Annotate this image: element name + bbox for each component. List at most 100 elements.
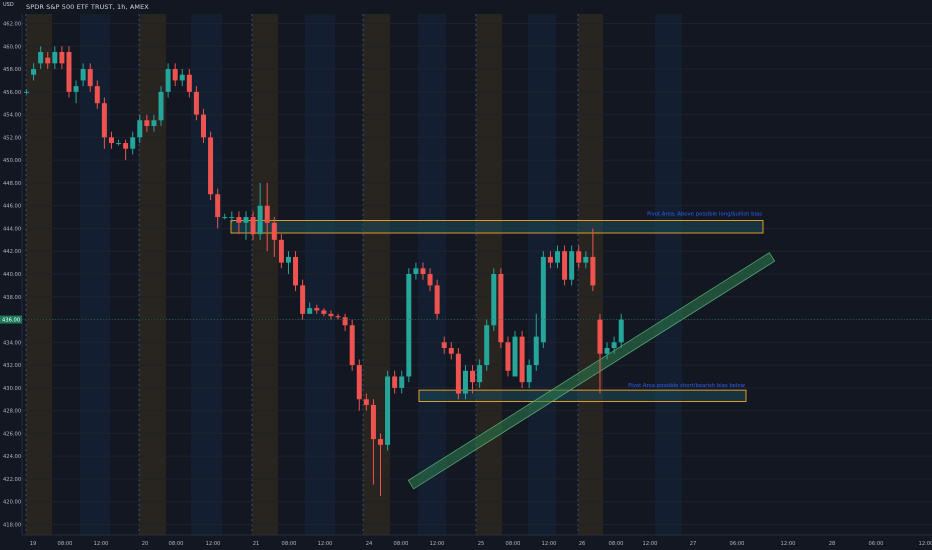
candle-body [526, 365, 532, 383]
y-tick-label: 426.00 [3, 431, 21, 437]
x-tick-label: 12:00 [781, 541, 796, 547]
price-badge-label: 436.00 [2, 318, 20, 324]
candle-body [73, 86, 79, 92]
pivot-zone [418, 389, 747, 402]
candle-body [604, 348, 610, 354]
price-axis[interactable]: 418.00 420.00 422.00 424.00 426.00 428.00 430.… [3, 14, 23, 535]
candle-body [441, 342, 447, 349]
candle-body [151, 120, 157, 126]
candle-body [378, 439, 383, 445]
candle-body [590, 256, 596, 286]
y-tick-label: 420.00 [3, 500, 21, 506]
y-tick-label: 458.00 [3, 67, 21, 73]
candle-body [491, 274, 497, 326]
candle-body [45, 57, 51, 64]
candle-body [611, 342, 617, 349]
price-badge [0, 315, 22, 324]
candle-body [193, 91, 199, 115]
candle-body [123, 143, 129, 149]
y-tick-label: 444.00 [3, 226, 21, 232]
x-tick-label: 27 [690, 541, 697, 547]
candle-body [66, 51, 72, 92]
candle-body [484, 325, 490, 366]
candle-body [229, 217, 235, 219]
candle-body [498, 274, 504, 343]
x-tick-label: 12:00 [643, 541, 658, 547]
candle-body [321, 310, 327, 314]
x-tick-label: 08:00 [58, 541, 73, 547]
candle-body [222, 217, 228, 219]
x-tick-label: 12:00 [318, 541, 333, 547]
candle-body [597, 319, 603, 354]
candle-body [314, 308, 320, 311]
candle-body [434, 285, 440, 314]
y-tick-label: 440.00 [3, 272, 21, 278]
candle-body [38, 51, 44, 64]
y-tick-label: 428.00 [3, 409, 21, 415]
candle-body [271, 222, 277, 240]
candle-body [335, 316, 341, 318]
candle-body [356, 365, 362, 400]
x-tick-label: 21 [253, 541, 260, 547]
candle-body [208, 137, 214, 195]
candle-body [264, 205, 270, 223]
currency-label: USD [3, 2, 14, 8]
candle-body [477, 365, 483, 383]
candle-series [24, 46, 624, 497]
y-tick-label: 434.00 [3, 340, 21, 346]
y-tick-label: 452.00 [3, 135, 21, 141]
candle-body [462, 370, 468, 394]
candle-body [349, 325, 355, 366]
candle-body [370, 404, 376, 440]
candle-body [215, 194, 221, 218]
trendline [407, 252, 776, 490]
candle-body [562, 251, 568, 280]
candle-body [555, 251, 560, 263]
x-tick-label: 20 [142, 541, 149, 547]
time-axis[interactable]: 19 08:00 12:00 20 08:00 12:00 21 08:00 12:00 24 08… [22, 534, 932, 547]
candle-body [470, 370, 476, 383]
candle-body [342, 317, 348, 326]
x-tick-label: 12:00 [94, 541, 109, 547]
current-price-marker: 436.00 [0, 315, 932, 324]
candle-body [547, 256, 553, 263]
y-tick-label: 442.00 [3, 249, 21, 255]
x-tick-label: 28 [829, 541, 836, 547]
x-tick-label: 08:00 [282, 541, 297, 547]
x-tick-label: 06:00 [730, 541, 745, 547]
y-tick-label: 460.00 [3, 44, 21, 50]
candle-body [399, 376, 405, 388]
candle-body [427, 274, 433, 286]
x-tick-label: 19 [30, 541, 37, 547]
candle-body [455, 353, 461, 394]
candle-body [80, 69, 86, 81]
candle-body [505, 342, 511, 371]
x-tick-label: 24 [366, 541, 373, 547]
y-tick-label: 446.00 [3, 204, 21, 210]
pivot-zone [230, 220, 764, 234]
candle-body [101, 103, 107, 138]
candle-body [257, 205, 263, 235]
pivot-zones[interactable] [230, 220, 764, 402]
candle-body [243, 217, 249, 223]
candle-body [300, 285, 306, 314]
candle-body [130, 137, 136, 149]
candle-body [540, 256, 546, 343]
y-tick-label: 438.00 [3, 295, 21, 301]
candle-body [250, 217, 256, 235]
candle-body [59, 51, 65, 64]
candle-body [406, 274, 412, 377]
candle-body [328, 313, 334, 317]
candle-body [618, 319, 624, 343]
candle-body [144, 120, 150, 126]
candle-body [533, 336, 539, 366]
trendline-channel[interactable] [407, 252, 776, 490]
candle-body [116, 143, 122, 145]
candle-body [420, 268, 426, 274]
x-tick-label: 26 [579, 541, 586, 547]
candle-body [165, 69, 171, 92]
candle-body [278, 239, 284, 263]
candle-body [158, 91, 164, 121]
candle-body [512, 336, 518, 377]
